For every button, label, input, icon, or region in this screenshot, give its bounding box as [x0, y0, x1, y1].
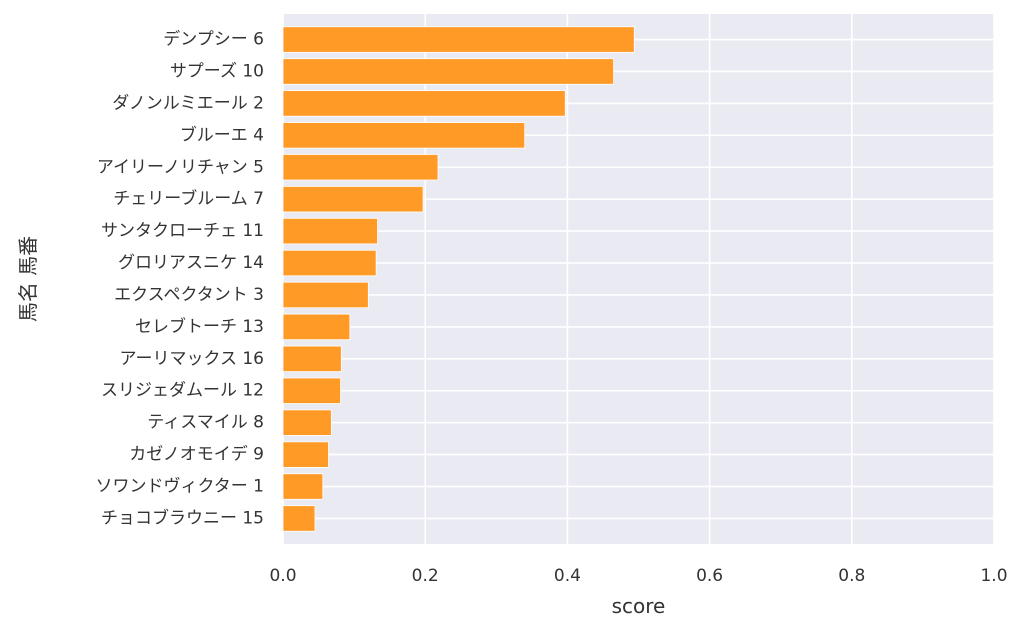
y-tick-label: ダノンルミエール 2: [112, 93, 264, 113]
bar: [282, 217, 378, 245]
bar: [282, 281, 369, 309]
bar: [282, 377, 341, 404]
bar: [282, 186, 424, 213]
y-tick-label: アーリマックス 16: [119, 349, 264, 369]
bars: [282, 26, 635, 532]
bar: [282, 249, 377, 277]
bar: [282, 505, 316, 532]
y-tick-label: サプーズ 10: [170, 61, 264, 81]
x-axis-label: score: [612, 594, 666, 618]
x-tick-label: 0.4: [554, 566, 581, 586]
y-tick-label: ティスマイル 8: [147, 413, 264, 433]
bar: [282, 473, 324, 500]
bar: [282, 122, 526, 149]
bar: [282, 441, 329, 468]
y-tick-label: エクスペクタント 3: [114, 285, 264, 305]
bar: [282, 345, 342, 372]
bar: [282, 409, 332, 436]
y-tick-label: ブルーエ 4: [180, 124, 264, 145]
bar: [282, 58, 615, 85]
y-tick-label: アイリーノリチャン 5: [97, 157, 264, 177]
x-tick-label: 0.8: [838, 566, 865, 586]
bar: [282, 26, 635, 53]
y-tick-label: カゼノオモイデ 9: [129, 444, 264, 465]
x-tick-label: 0.6: [696, 566, 723, 586]
bar: [282, 313, 351, 341]
y-tick-label: ソワンドヴィクター 1: [95, 477, 264, 497]
y-tick-label: チェリーブルーム 7: [113, 188, 264, 209]
x-tick-label: 0.0: [269, 566, 296, 586]
y-tick-label: グロリアスニケ 14: [118, 253, 264, 273]
y-tick-labels: デンプシー 6 サプーズ 10 ダノンルミエール 2 ブルーエ 4 アイリーノリチャン …: [95, 29, 264, 529]
y-tick-label: サンタクローチェ 11: [101, 221, 264, 241]
bar: [282, 90, 566, 117]
y-tick-label: セレブトーチ 13: [135, 316, 264, 337]
x-tick-label: 0.2: [412, 566, 439, 586]
y-tick-label: デンプシー 6: [163, 29, 264, 50]
y-axis-label: 馬名 馬番: [16, 236, 40, 322]
x-tick-label: 1.0: [980, 566, 1007, 586]
bar: [282, 154, 439, 181]
y-tick-label: スリジェダムール 12: [101, 381, 264, 401]
y-tick-label: チョコブラウニー 15: [101, 507, 264, 528]
x-tick-labels: 0.0 0.2 0.4 0.6 0.8 1.0: [269, 566, 1007, 586]
